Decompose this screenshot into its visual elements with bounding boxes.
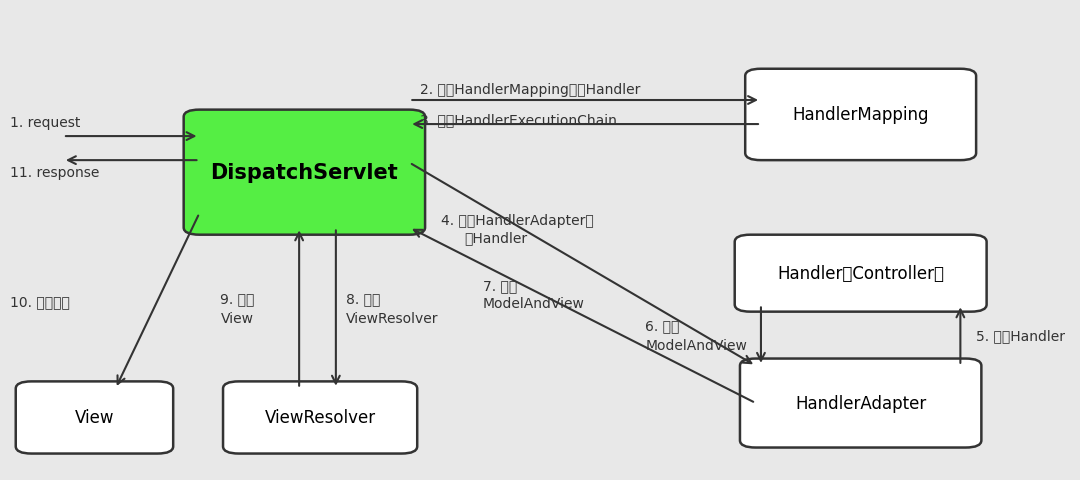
Text: View: View <box>75 408 114 427</box>
Text: 6. 返回: 6. 返回 <box>646 319 680 333</box>
Text: 用Handler: 用Handler <box>464 230 527 245</box>
Text: 8. 调用: 8. 调用 <box>347 292 381 306</box>
Text: 5. 调用Handler: 5. 调用Handler <box>976 328 1065 342</box>
Text: ViewResolver: ViewResolver <box>347 311 438 325</box>
Text: Handler（Controller）: Handler（Controller） <box>778 264 944 283</box>
Text: 2. 调用HandlerMapping找到Handler: 2. 调用HandlerMapping找到Handler <box>420 83 640 97</box>
Text: HandlerAdapter: HandlerAdapter <box>795 394 927 412</box>
Text: 1. request: 1. request <box>11 115 81 130</box>
Text: 11. response: 11. response <box>11 166 99 180</box>
FancyBboxPatch shape <box>740 359 982 447</box>
Text: 10. 渲染视图: 10. 渲染视图 <box>11 294 70 308</box>
Text: ViewResolver: ViewResolver <box>265 408 376 427</box>
Text: 7. 返回: 7. 返回 <box>483 278 517 293</box>
Text: DispatchServlet: DispatchServlet <box>211 163 399 183</box>
Text: ModelAndView: ModelAndView <box>483 296 584 311</box>
Text: View: View <box>220 311 254 325</box>
FancyBboxPatch shape <box>184 110 426 235</box>
Text: 9. 返回: 9. 返回 <box>220 292 255 306</box>
Text: HandlerMapping: HandlerMapping <box>793 106 929 124</box>
FancyBboxPatch shape <box>16 382 173 454</box>
FancyBboxPatch shape <box>745 70 976 161</box>
FancyBboxPatch shape <box>734 235 987 312</box>
Text: 4. 通过HandlerAdapter调: 4. 通过HandlerAdapter调 <box>441 214 594 228</box>
FancyBboxPatch shape <box>224 382 417 454</box>
Text: 3. 返回HandlerExecutionChain: 3. 返回HandlerExecutionChain <box>420 113 617 127</box>
Text: ModelAndView: ModelAndView <box>646 338 747 352</box>
